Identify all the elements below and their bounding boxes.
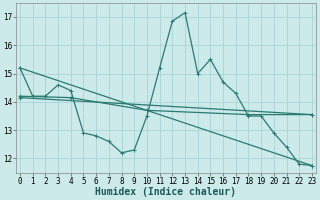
X-axis label: Humidex (Indice chaleur): Humidex (Indice chaleur) <box>95 187 236 197</box>
